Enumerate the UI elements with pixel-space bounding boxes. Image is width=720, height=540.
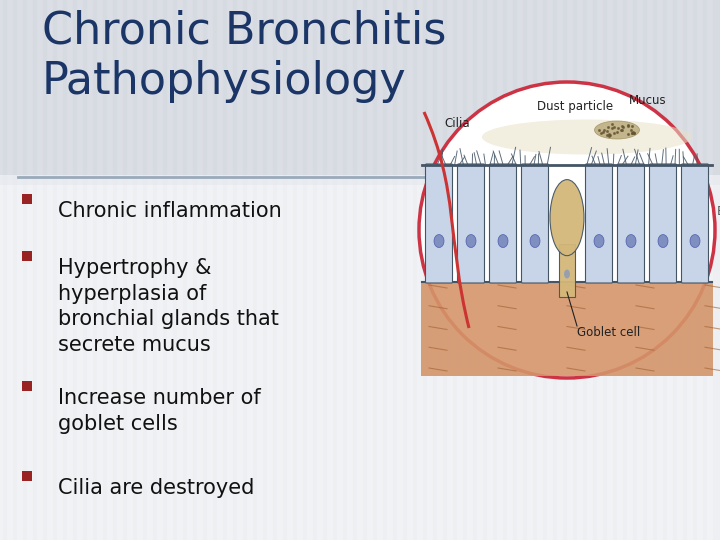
- Text: Goblet cell: Goblet cell: [577, 326, 640, 339]
- Text: Hypertrophy &
hyperplasia of
bronchial glands that
secrete mucus: Hypertrophy & hyperplasia of bronchial g…: [58, 258, 279, 355]
- Text: Pathophysiology: Pathophysiology: [42, 60, 407, 103]
- FancyBboxPatch shape: [649, 164, 677, 283]
- Ellipse shape: [564, 269, 570, 279]
- Text: B: B: [717, 205, 720, 218]
- Text: Cilia: Cilia: [444, 117, 469, 130]
- Bar: [22, 381, 32, 391]
- Text: Mucus: Mucus: [629, 94, 667, 107]
- FancyBboxPatch shape: [426, 164, 452, 283]
- Ellipse shape: [658, 234, 668, 247]
- Bar: [22, 251, 32, 261]
- FancyBboxPatch shape: [585, 164, 613, 283]
- Text: Chronic Bronchitis: Chronic Bronchitis: [42, 10, 446, 53]
- FancyBboxPatch shape: [457, 164, 485, 283]
- Ellipse shape: [595, 121, 639, 139]
- Ellipse shape: [498, 234, 508, 247]
- Bar: [0, 175, 720, 540]
- Bar: [0, 0, 720, 185]
- Text: Dust particle: Dust particle: [537, 100, 613, 113]
- Ellipse shape: [690, 234, 700, 247]
- Text: Cilia are destroyed: Cilia are destroyed: [58, 478, 254, 498]
- Ellipse shape: [550, 180, 584, 255]
- Ellipse shape: [626, 234, 636, 247]
- Ellipse shape: [594, 234, 604, 247]
- Text: Increase number of
goblet cells: Increase number of goblet cells: [58, 388, 261, 434]
- Bar: [421, 283, 713, 376]
- Circle shape: [419, 82, 715, 378]
- Ellipse shape: [530, 234, 540, 247]
- Ellipse shape: [434, 234, 444, 247]
- Text: Chronic inflammation: Chronic inflammation: [58, 201, 282, 221]
- Bar: [22, 471, 32, 481]
- Bar: [22, 194, 32, 204]
- Ellipse shape: [482, 119, 692, 154]
- FancyBboxPatch shape: [490, 164, 516, 283]
- FancyBboxPatch shape: [618, 164, 644, 283]
- Bar: [559, 244, 575, 297]
- FancyBboxPatch shape: [521, 164, 549, 283]
- Ellipse shape: [466, 234, 476, 247]
- FancyBboxPatch shape: [682, 164, 708, 283]
